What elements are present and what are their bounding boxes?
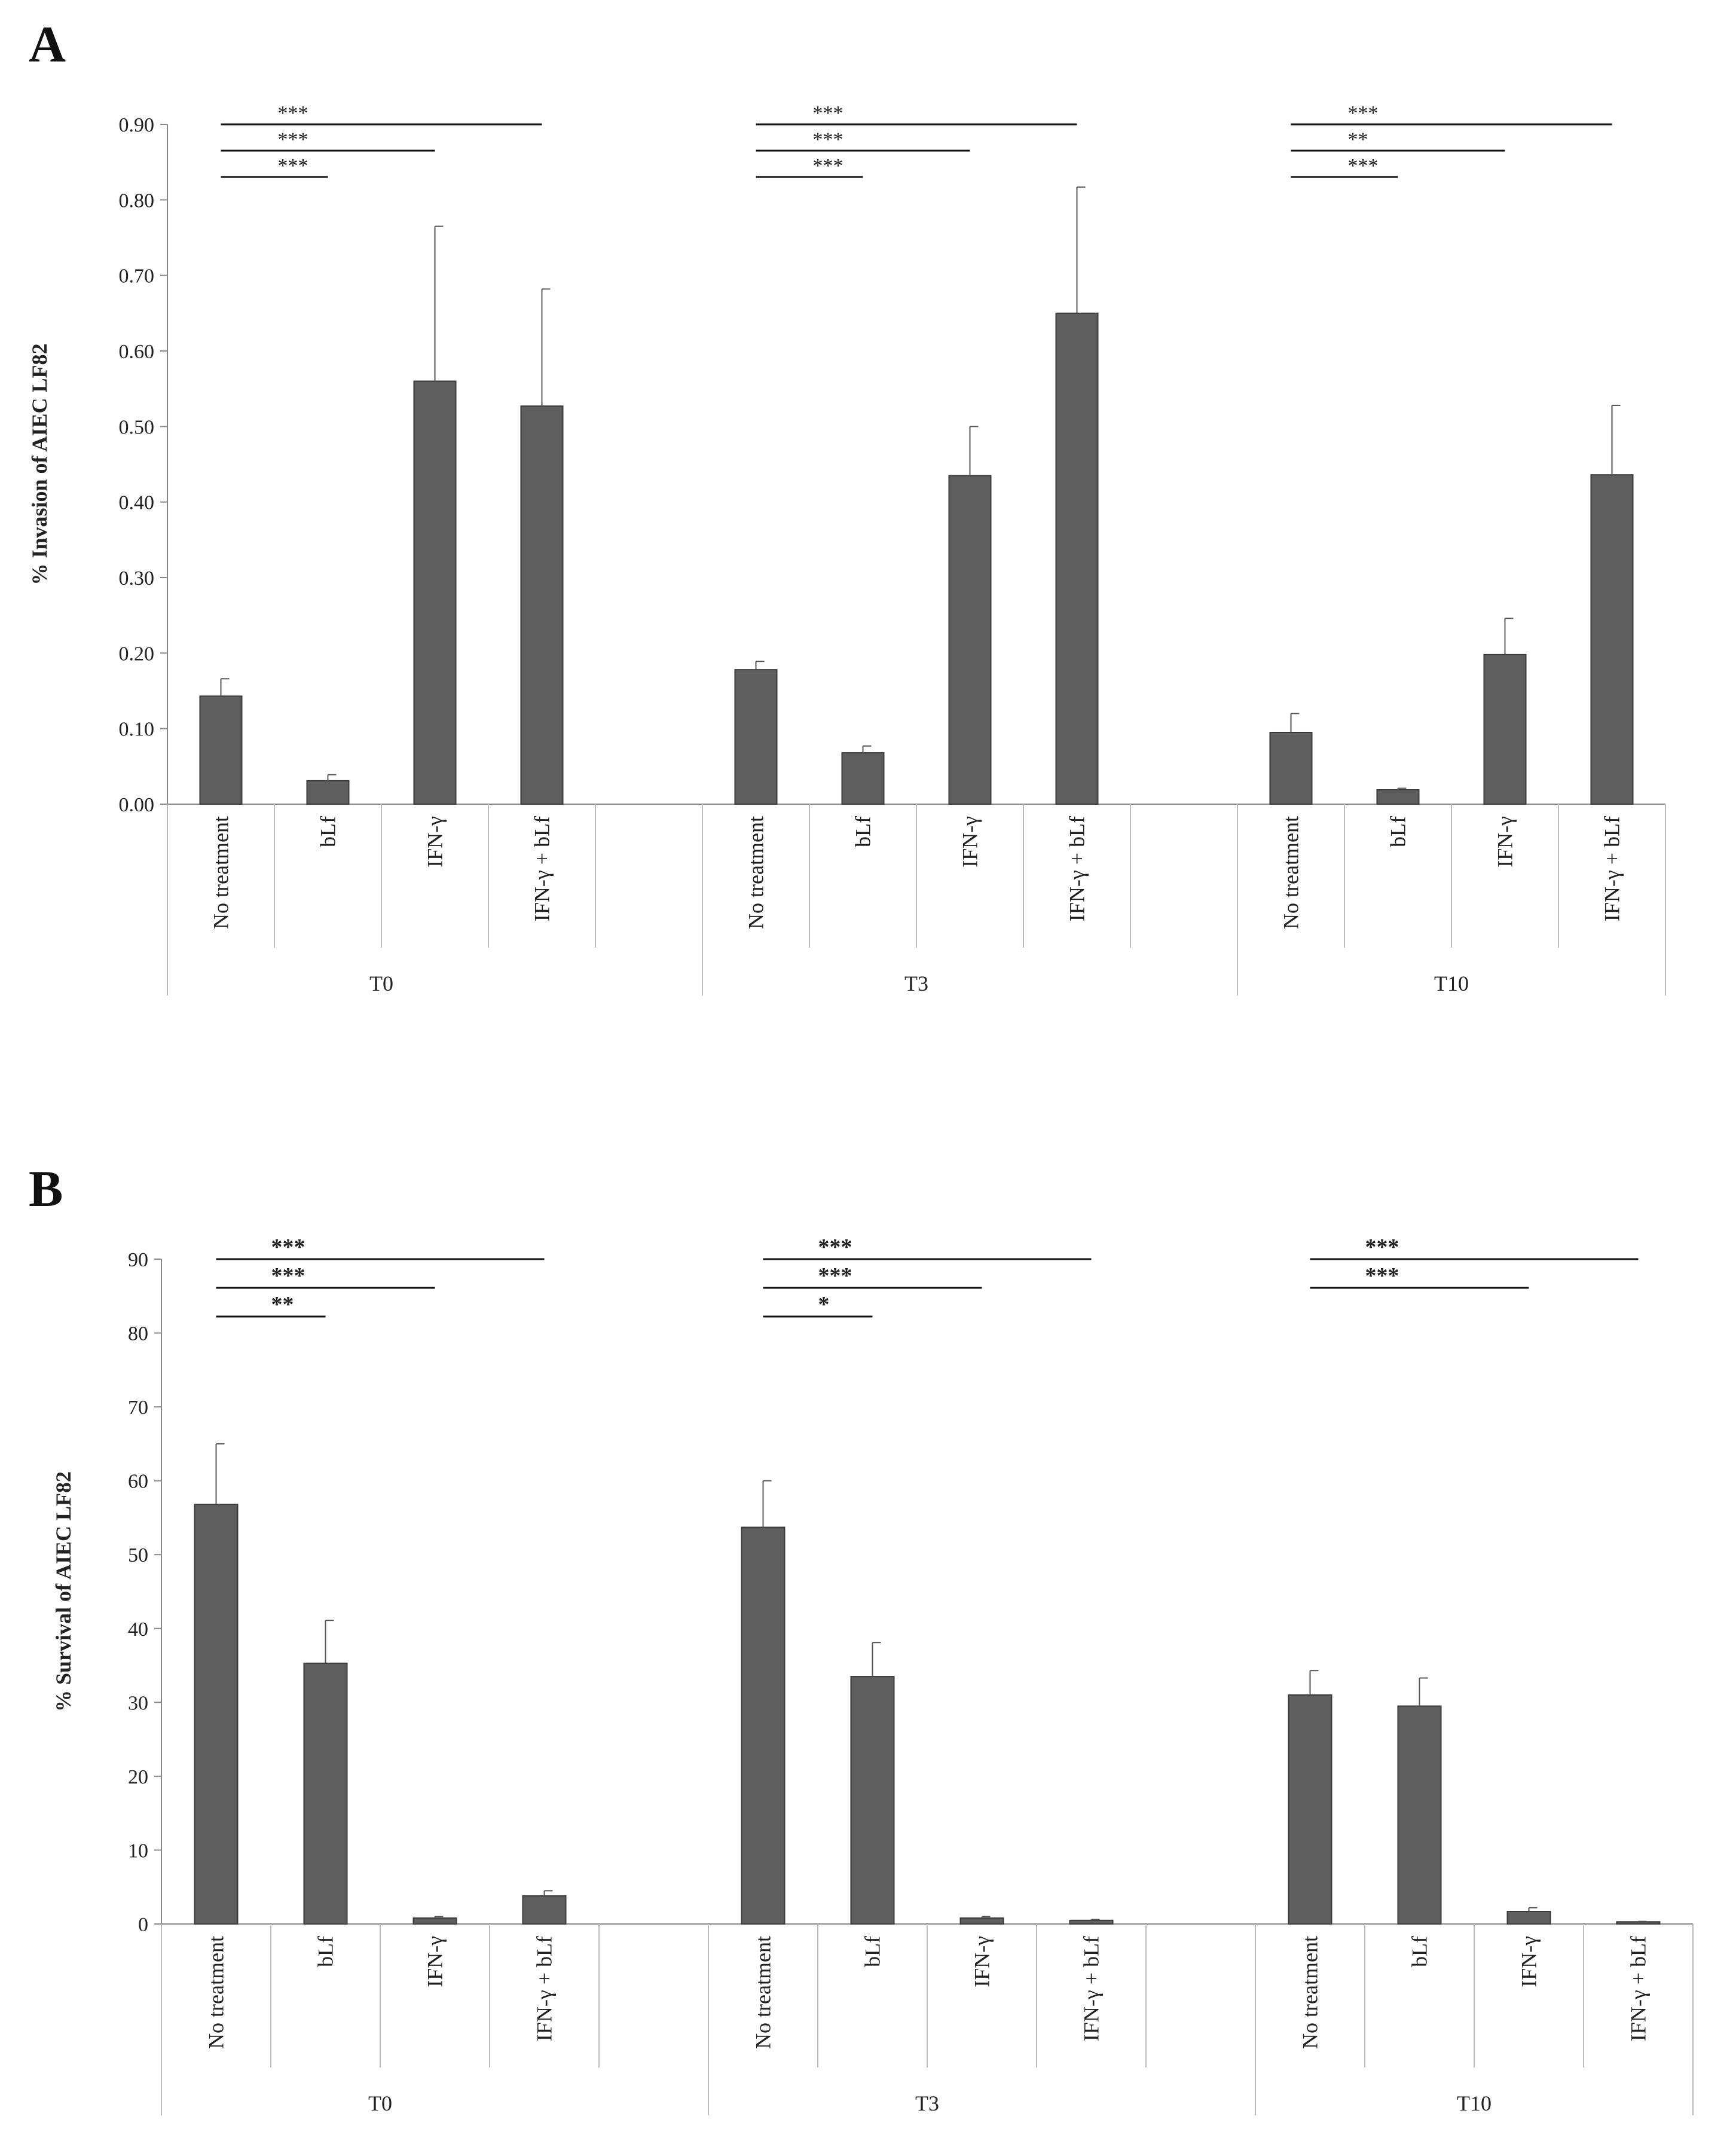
bar-T0-1 bbox=[306, 780, 350, 805]
y-tick-label: 50 bbox=[128, 1544, 148, 1566]
invasion-chart: 0.00 0.10 0.20 0.30 0.40 0.50 0.60 0.70 0.80 0.90… bbox=[27, 102, 1666, 995]
significance-stars: *** bbox=[1365, 1263, 1399, 1288]
category-label: No treatment bbox=[1298, 1936, 1322, 2049]
significance-stars: *** bbox=[271, 1263, 305, 1288]
bar-T3-2 bbox=[959, 1917, 1004, 1925]
y-axis-label: % Survival of AIEC LF82 bbox=[51, 1471, 75, 1712]
bar-T10-0 bbox=[1288, 1694, 1332, 1925]
y-tick-label: 0 bbox=[138, 1914, 148, 1936]
y-tick-label: 0.60 bbox=[119, 341, 155, 363]
category-label: IFN-γ bbox=[970, 1936, 994, 1987]
y-axis-label: % Invasion of AIEC LF82 bbox=[27, 343, 51, 585]
group-label: T0 bbox=[368, 2091, 392, 2115]
bar-T10-3 bbox=[1616, 1921, 1661, 1925]
y-tick-label: 20 bbox=[128, 1766, 148, 1788]
category-label: IFN-γ + bLf bbox=[1065, 816, 1089, 921]
significance-stars: *** bbox=[1348, 155, 1379, 177]
category-label: bLf bbox=[316, 816, 340, 847]
panel-a-label: A bbox=[29, 16, 66, 73]
bar-T3-0 bbox=[741, 1526, 786, 1925]
bar-T10-3 bbox=[1590, 474, 1634, 805]
category-label: IFN-γ bbox=[423, 816, 447, 868]
y-tick-label: 0.30 bbox=[119, 567, 155, 590]
category-label: No treatment bbox=[744, 816, 768, 929]
category-label: No treatment bbox=[204, 1936, 228, 2049]
significance-stars: *** bbox=[818, 1235, 852, 1260]
category-label: No treatment bbox=[209, 816, 233, 929]
bar-T3-1 bbox=[850, 1676, 895, 1925]
bar-T10-1 bbox=[1376, 789, 1420, 805]
significance-stars: * bbox=[818, 1292, 830, 1317]
bar-T0-0 bbox=[194, 1504, 239, 1925]
category-label: IFN-γ + bLf bbox=[533, 1936, 557, 2041]
significance-stars: *** bbox=[813, 155, 843, 177]
bar-T10-1 bbox=[1397, 1705, 1442, 1925]
y-tick-label: 0.00 bbox=[119, 794, 155, 816]
y-tick-label: 80 bbox=[128, 1323, 148, 1345]
category-label: IFN-γ bbox=[1493, 816, 1517, 868]
category-label: IFN-γ + bLf bbox=[1080, 1936, 1104, 2041]
category-label: IFN-γ + bLf bbox=[1600, 816, 1624, 921]
y-tick-label: 10 bbox=[128, 1840, 148, 1862]
bar-T10-0 bbox=[1269, 731, 1313, 805]
category-label: IFN-γ + bLf bbox=[530, 816, 554, 921]
y-tick-label: 90 bbox=[128, 1249, 148, 1271]
bar-T3-0 bbox=[734, 669, 778, 805]
bar-T0-2 bbox=[412, 1917, 457, 1925]
category-label: bLf bbox=[861, 1936, 885, 1967]
significance-stars: *** bbox=[1348, 102, 1379, 124]
category-label: bLf bbox=[851, 816, 875, 847]
significance-stars: *** bbox=[813, 129, 843, 151]
bar-T10-2 bbox=[1506, 1910, 1551, 1925]
group-label: T0 bbox=[369, 972, 393, 995]
category-label: IFN-γ bbox=[958, 816, 982, 868]
group-label: T3 bbox=[904, 972, 928, 995]
bar-T3-3 bbox=[1055, 312, 1099, 805]
bar-T3-2 bbox=[948, 475, 992, 805]
y-tick-label: 0.10 bbox=[119, 719, 155, 741]
significance-stars: *** bbox=[818, 1263, 852, 1288]
y-tick-label: 0.80 bbox=[119, 190, 155, 212]
y-tick-label: 0.50 bbox=[119, 416, 155, 438]
significance-stars: *** bbox=[278, 155, 308, 177]
category-label: bLf bbox=[314, 1936, 338, 1967]
bar-T3-3 bbox=[1069, 1919, 1114, 1925]
survival-chart: 0 10 20 30 40 50 60 70 80 90 % Survival of AIEC LF… bbox=[51, 1235, 1694, 2115]
group-label: T3 bbox=[915, 2091, 939, 2115]
y-tick-label: 30 bbox=[128, 1692, 148, 1714]
y-tick-label: 0.20 bbox=[119, 643, 155, 665]
significance-stars: *** bbox=[1365, 1235, 1399, 1260]
bar-T0-0 bbox=[199, 695, 243, 805]
y-tick-label: 70 bbox=[128, 1397, 148, 1419]
category-label: No treatment bbox=[751, 1936, 775, 2049]
y-tick-label: 0.90 bbox=[119, 114, 155, 136]
significance-stars: *** bbox=[278, 102, 308, 124]
y-tick-label: 60 bbox=[128, 1471, 148, 1493]
significance-stars: ** bbox=[271, 1292, 294, 1317]
significance-stars: *** bbox=[271, 1235, 305, 1260]
panel-b-label: B bbox=[29, 1160, 63, 1217]
significance-stars: ** bbox=[1348, 129, 1368, 151]
category-label: bLf bbox=[1386, 816, 1410, 847]
category-label: IFN-γ + bLf bbox=[1627, 1936, 1651, 2041]
group-label: T10 bbox=[1457, 2091, 1492, 2115]
category-label: No treatment bbox=[1279, 816, 1303, 929]
significance-stars: *** bbox=[813, 102, 843, 124]
category-label: IFN-γ bbox=[423, 1936, 447, 1987]
y-tick-label: 0.40 bbox=[119, 492, 155, 514]
bar-T0-3 bbox=[520, 405, 564, 805]
bar-T3-1 bbox=[841, 752, 885, 805]
bar-T10-2 bbox=[1483, 653, 1527, 805]
y-tick-label: 40 bbox=[128, 1618, 148, 1641]
bar-T0-2 bbox=[413, 380, 457, 805]
category-label: IFN-γ bbox=[1517, 1936, 1541, 1987]
significance-stars: *** bbox=[278, 129, 308, 151]
group-label: T10 bbox=[1434, 972, 1469, 995]
category-label: bLf bbox=[1408, 1936, 1432, 1967]
bar-T0-3 bbox=[522, 1895, 567, 1925]
y-tick-label: 0.70 bbox=[119, 265, 155, 288]
bar-T0-1 bbox=[303, 1662, 348, 1925]
